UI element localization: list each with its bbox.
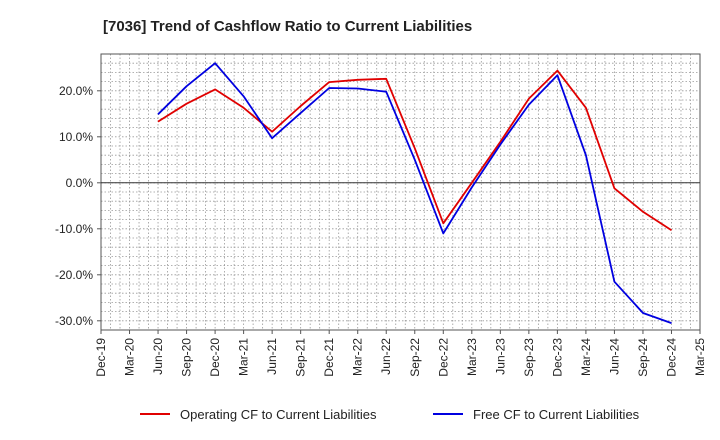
- y-tick-label: -10.0%: [55, 222, 93, 236]
- x-tick-label: Dec-20: [208, 338, 222, 377]
- plot-area: [100, 53, 701, 331]
- grid-lines: [101, 54, 700, 330]
- x-tick-label: Jun-23: [493, 338, 507, 375]
- x-tick-label: Mar-20: [123, 338, 137, 376]
- series-line-free-cf: [157, 62, 672, 324]
- x-tick-label: Jun-21: [265, 338, 279, 375]
- x-tick-label: Dec-24: [664, 338, 678, 377]
- x-tick-label: Dec-21: [322, 338, 336, 377]
- series-lines: [157, 62, 672, 324]
- x-tick-label: Sep-23: [522, 338, 536, 377]
- x-tick-label: Mar-23: [465, 338, 479, 376]
- x-axis: Dec-19 Mar-20 Jun-20 Sep-20 Dec-20 Mar-21 Jun-…: [94, 330, 707, 377]
- x-tick-label: Mar-25: [693, 338, 707, 376]
- x-tick-label: Jun-20: [151, 338, 165, 375]
- y-tick-label: 10.0%: [59, 130, 93, 144]
- legend-label: Free CF to Current Liabilities: [473, 407, 640, 422]
- x-tick-label: Sep-24: [636, 338, 650, 377]
- x-tick-label: Dec-22: [436, 338, 450, 377]
- x-tick-label: Dec-23: [550, 338, 564, 377]
- x-tick-label: Sep-22: [408, 338, 422, 377]
- x-tick-label: Jun-24: [607, 338, 621, 375]
- x-tick-label: Mar-24: [579, 338, 593, 376]
- y-tick-label: 20.0%: [59, 84, 93, 98]
- legend-label: Operating CF to Current Liabilities: [180, 407, 377, 422]
- x-tick-label: Mar-21: [237, 338, 251, 376]
- x-tick-label: Jun-22: [379, 338, 393, 375]
- x-tick-label: Mar-22: [351, 338, 365, 376]
- y-axis: 20.0% 10.0% 0.0% -10.0% -20.0% -30.0%: [55, 84, 101, 328]
- series-line-operating-cf: [157, 69, 672, 231]
- y-tick-label: -30.0%: [55, 314, 93, 328]
- x-tick-label: Sep-21: [294, 338, 308, 377]
- chart-title: [7036] Trend of Cashflow Ratio to Curren…: [103, 18, 472, 35]
- x-tick-label: Dec-19: [94, 338, 108, 377]
- legend: Operating CF to Current Liabilities Free …: [140, 407, 640, 422]
- y-tick-label: 0.0%: [66, 176, 94, 190]
- x-tick-label: Sep-20: [180, 338, 194, 377]
- y-tick-label: -20.0%: [55, 268, 93, 282]
